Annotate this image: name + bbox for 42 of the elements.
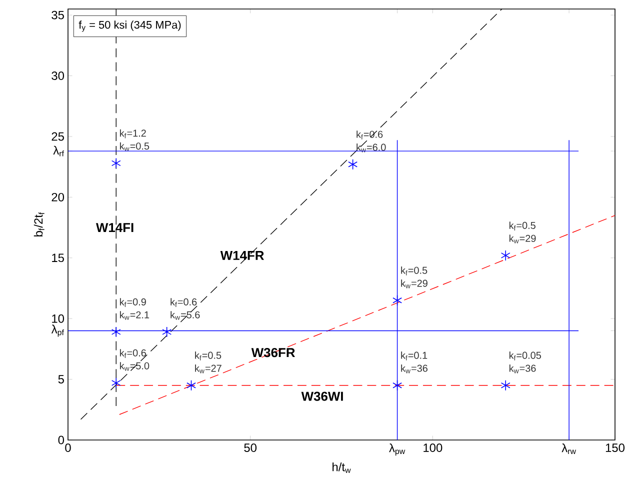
data-label: k$_{f}$=0.9 k$_{w}$=2.1 xyxy=(120,298,150,320)
x-axis-title: h/t$_{w}$ xyxy=(332,462,351,473)
data-label: k$_{f}$=0.6 k$_{w}$=5.0 xyxy=(120,349,150,371)
x-tick-label: 50 xyxy=(244,444,257,452)
point xyxy=(392,380,402,391)
annotation: W36WI xyxy=(301,392,343,401)
point xyxy=(111,378,121,388)
x-tick-label: λ$_{rw}$ xyxy=(562,444,576,454)
annotation: f$_{y}$ = 50 ksi (345 MPa) xyxy=(78,20,181,32)
y-tick-label: 5 xyxy=(58,375,64,384)
point xyxy=(186,380,196,391)
annotation: W14FI xyxy=(96,223,134,232)
annotation: W14FR xyxy=(220,251,264,260)
y-tick-label: 0 xyxy=(58,436,64,444)
y-tick-label: 15 xyxy=(52,254,64,262)
point xyxy=(392,294,402,306)
data-label: k$_{f}$=0.5 k$_{w}$=27 xyxy=(195,352,222,374)
point xyxy=(162,326,172,338)
data-label: k$_{f}$=0.1 k$_{w}$=36 xyxy=(401,352,428,374)
annotation: W36FR xyxy=(251,348,295,358)
y-tick-label: 25 xyxy=(52,132,64,141)
y-tick-label: 20 xyxy=(52,192,64,202)
point xyxy=(348,159,358,170)
y-tick-label: λ$_{pf}$ xyxy=(51,324,64,337)
data-label: k$_{f}$=0.05 k$_{w}$=36 xyxy=(509,352,541,374)
x-tick-label: 100 xyxy=(424,444,442,452)
y-tick-label: λ$_{rf}$ xyxy=(53,146,64,156)
data-label: k$_{f}$=0.6 k$_{w}$=5.6 xyxy=(170,298,200,320)
point xyxy=(500,380,510,391)
data-label: k$_{f}$=0.5 k$_{w}$=29 xyxy=(401,266,428,288)
point xyxy=(111,326,121,338)
x-tick-label: λ$_{pw}$ xyxy=(389,444,406,456)
data-label: k$_{f}$=0.5 k$_{w}$=29 xyxy=(509,222,536,244)
x-tick-label: 0 xyxy=(65,444,71,452)
y-tick-label: 10 xyxy=(52,314,64,323)
point xyxy=(111,158,121,169)
x-tick-label: 150 xyxy=(606,444,625,452)
data-label: k$_{f}$=1.2 k$_{w}$=0.5 xyxy=(120,129,150,152)
y-axis-title: b$_{f}$/2t$_{f}$ xyxy=(34,212,44,236)
y-tick-label: 35 xyxy=(52,10,64,20)
y-tick-label: 30 xyxy=(52,72,64,80)
point xyxy=(500,250,510,261)
